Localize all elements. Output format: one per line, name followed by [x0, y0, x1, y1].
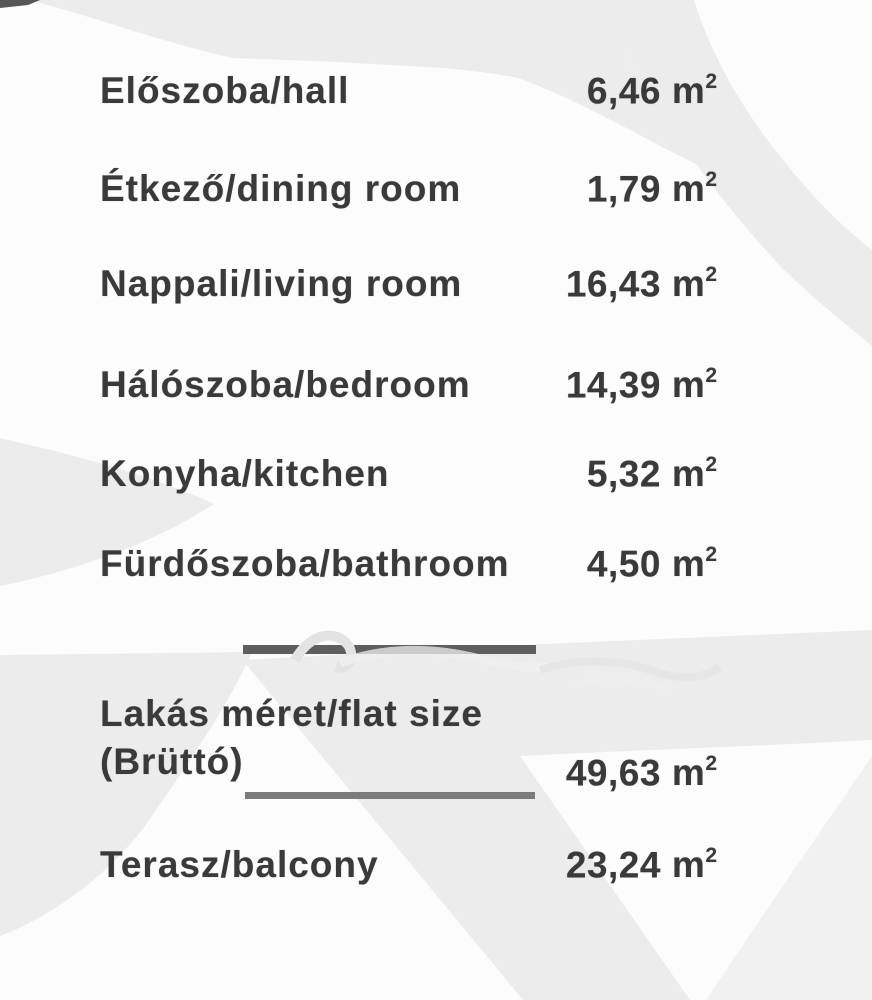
square-meter-unit: m2 — [671, 752, 717, 794]
room-label: Előszoba/hall — [100, 70, 350, 112]
watermark-corner-band — [706, 756, 872, 1000]
room-area-value: 4,50 m2 — [586, 543, 717, 585]
total-label-line2: (Brüttó) — [100, 741, 244, 782]
watermark-ring-arc — [596, 0, 872, 346]
room-area-value: 16,43 m2 — [565, 263, 717, 305]
square-meter-unit: m2 — [671, 543, 717, 585]
square-meter-unit: m2 — [671, 844, 717, 886]
room-area-value: 23,24 m2 — [565, 844, 717, 886]
room-row-hall: Előszoba/hall 6,46 m2 — [100, 64, 717, 111]
divider-line-top — [243, 645, 536, 654]
room-area-value: 5,32 m2 — [586, 453, 717, 495]
room-row-kitchen: Konyha/kitchen 5,32 m2 — [100, 447, 717, 494]
divider-line-bottom — [245, 792, 535, 799]
room-label: Terasz/balcony — [100, 844, 379, 886]
room-area-value: 1,79 m2 — [586, 168, 717, 210]
room-label: Fürdőszoba/bathroom — [100, 543, 510, 585]
room-label: Hálószoba/bedroom — [100, 364, 471, 406]
watermark-top-band — [30, 0, 708, 170]
room-label: Étkező/dining room — [100, 168, 462, 210]
watermark-diagonal-band-fill — [244, 652, 680, 1000]
room-label: Nappali/living room — [100, 263, 463, 305]
room-area-value: 14,39 m2 — [565, 364, 717, 406]
room-row-bathroom: Fürdőszoba/bathroom 4,50 m2 — [100, 537, 717, 584]
watermark-left-block — [0, 652, 252, 936]
total-label-line1: Lakás méret/flat size — [100, 693, 483, 734]
total-flat-size-label: Lakás méret/flat size (Brüttó) — [100, 690, 483, 786]
watermark-left-wedge — [0, 438, 214, 586]
square-meter-unit: m2 — [671, 70, 717, 112]
room-area-value: 6,46 m2 — [586, 70, 717, 112]
square-meter-unit: m2 — [671, 364, 717, 406]
room-row-dining: Étkező/dining room 1,79 m2 — [100, 162, 717, 209]
square-meter-unit: m2 — [671, 263, 717, 305]
scan-artifact-mark — [0, 0, 40, 8]
room-row-bedroom: Hálószoba/bedroom 14,39 m2 — [100, 358, 717, 405]
total-area-value: 49,63 m2 — [565, 752, 717, 794]
square-meter-unit: m2 — [671, 453, 717, 495]
room-label: Konyha/kitchen — [100, 453, 390, 495]
terrace-row: Terasz/balcony 23,24 m2 — [100, 838, 717, 885]
square-meter-unit: m2 — [671, 168, 717, 210]
room-row-living: Nappali/living room 16,43 m2 — [100, 257, 717, 304]
